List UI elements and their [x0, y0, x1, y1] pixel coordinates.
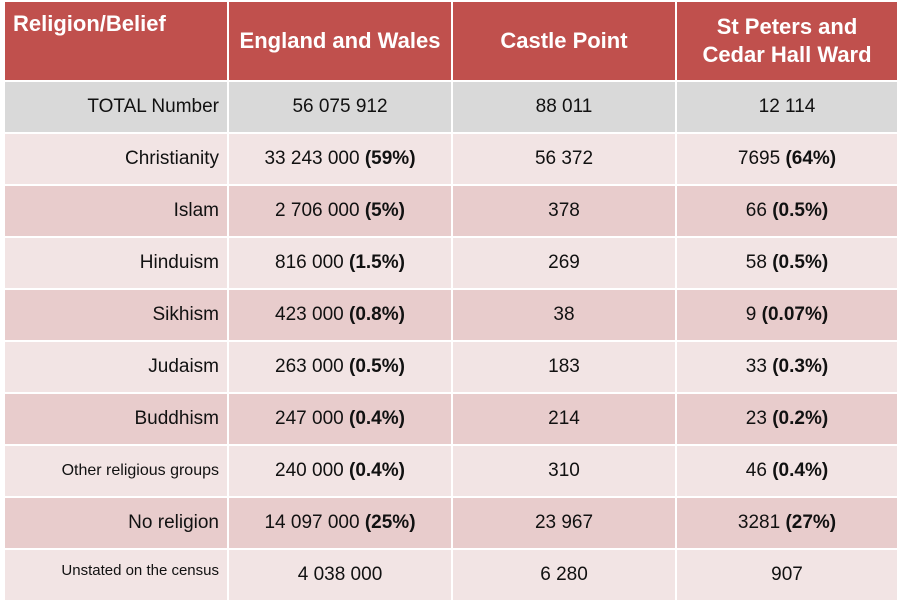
row-label: Hinduism	[3, 236, 229, 290]
cell-ward: 907	[675, 548, 899, 602]
value-number: 33	[745, 356, 767, 377]
value-number: 263 000	[275, 356, 344, 377]
value-percent: (0.5%)	[349, 356, 405, 377]
cell-england-wales: 247 000 (0.4%)	[227, 392, 453, 446]
cell-castle-point: 6 280	[451, 548, 677, 602]
value-percent: (0.2%)	[772, 408, 829, 429]
cell-england-wales: 4 038 000	[227, 548, 453, 602]
cell-england-wales: 2 706 000 (5%)	[227, 184, 453, 238]
value-percent: (5%)	[364, 200, 405, 221]
cell-castle-point: 378	[451, 184, 677, 238]
cell-castle-point: 56 372	[451, 132, 677, 186]
cell-ward: 33 (0.3%)	[675, 340, 899, 394]
table-row: Other religious groups 240 000 (0.4%) 31…	[3, 444, 899, 498]
cell-ward: 7695 (64%)	[675, 132, 899, 186]
cell-england-wales: 423 000 (0.8%)	[227, 288, 453, 342]
value-number: 3281	[737, 512, 781, 533]
table-row: No religion 14 097 000 (25%) 23 967 3281…	[3, 496, 899, 550]
value-number: 423 000	[275, 304, 344, 325]
row-label: Judaism	[3, 340, 229, 394]
value-percent: (59%)	[364, 148, 416, 169]
cell-england-wales: 33 243 000 (59%)	[227, 132, 453, 186]
value-number: 240 000	[275, 460, 344, 481]
table-row-total: TOTAL Number 56 075 912 88 011 12 114	[3, 80, 899, 134]
value-number: 12 114	[758, 96, 816, 117]
cell-england-wales: 240 000 (0.4%)	[227, 444, 453, 498]
row-label: Sikhism	[3, 288, 229, 342]
cell-ward: 9 (0.07%)	[675, 288, 899, 342]
value-number: 816 000	[275, 252, 344, 273]
cell-ward: 58 (0.5%)	[675, 236, 899, 290]
census-religion-table: Religion/Belief England and Wales Castle…	[3, 0, 899, 602]
row-label: Other religious groups	[3, 444, 229, 498]
value-percent: (0.5%)	[772, 200, 829, 221]
value-percent: (0.4%)	[349, 460, 405, 481]
cell-england-wales: 816 000 (1.5%)	[227, 236, 453, 290]
table-row: Islam 2 706 000 (5%) 378 66 (0.5%)	[3, 184, 899, 238]
cell-castle-point: 269	[451, 236, 677, 290]
value-number: 907	[771, 564, 803, 585]
value-number: 7695	[737, 148, 781, 169]
value-number: 56 075 912	[292, 96, 388, 117]
value-percent: (0.4%)	[772, 460, 829, 481]
table-row: Christianity 33 243 000 (59%) 56 372 769…	[3, 132, 899, 186]
cell-ward: 66 (0.5%)	[675, 184, 899, 238]
value-percent: (0.8%)	[349, 304, 405, 325]
cell-castle-point: 214	[451, 392, 677, 446]
value-percent: (27%)	[785, 512, 837, 533]
value-number: 33 243 000	[264, 148, 360, 169]
value-percent: (0.07%)	[761, 304, 829, 325]
row-label: Christianity	[3, 132, 229, 186]
table-row: Buddhism 247 000 (0.4%) 214 23 (0.2%)	[3, 392, 899, 446]
cell-castle-point: 310	[451, 444, 677, 498]
cell-ward: 12 114	[675, 80, 899, 134]
header-religion-belief: Religion/Belief	[3, 0, 229, 82]
value-number: 66	[745, 200, 767, 221]
cell-ward: 3281 (27%)	[675, 496, 899, 550]
table-header-row: Religion/Belief England and Wales Castle…	[3, 0, 899, 82]
header-england-wales: England and Wales	[227, 0, 453, 82]
value-percent: (64%)	[785, 148, 837, 169]
value-percent: (1.5%)	[349, 252, 405, 273]
cell-england-wales: 56 075 912	[227, 80, 453, 134]
cell-castle-point: 88 011	[451, 80, 677, 134]
value-number: 46	[745, 460, 767, 481]
value-number: 14 097 000	[264, 512, 360, 533]
row-label: TOTAL Number	[3, 80, 229, 134]
value-number: 2 706 000	[275, 200, 360, 221]
cell-castle-point: 38	[451, 288, 677, 342]
value-number: 23	[745, 408, 767, 429]
cell-ward: 46 (0.4%)	[675, 444, 899, 498]
value-percent: (0.3%)	[772, 356, 829, 377]
row-label: No religion	[3, 496, 229, 550]
row-label: Buddhism	[3, 392, 229, 446]
table-row: Unstated on the census 4 038 000 6 280 9…	[3, 548, 899, 602]
value-percent: (25%)	[364, 512, 416, 533]
cell-castle-point: 23 967	[451, 496, 677, 550]
header-castle-point: Castle Point	[451, 0, 677, 82]
table-row: Judaism 263 000 (0.5%) 183 33 (0.3%)	[3, 340, 899, 394]
value-number: 9	[745, 304, 757, 325]
row-label: Islam	[3, 184, 229, 238]
cell-castle-point: 183	[451, 340, 677, 394]
value-number: 247 000	[275, 408, 344, 429]
table-row: Hinduism 816 000 (1.5%) 269 58 (0.5%)	[3, 236, 899, 290]
value-percent: (0.4%)	[349, 408, 405, 429]
value-percent: (0.5%)	[772, 252, 829, 273]
value-number: 4 038 000	[297, 564, 383, 585]
cell-ward: 23 (0.2%)	[675, 392, 899, 446]
row-label: Unstated on the census	[3, 548, 229, 602]
cell-england-wales: 14 097 000 (25%)	[227, 496, 453, 550]
table-row: Sikhism 423 000 (0.8%) 38 9 (0.07%)	[3, 288, 899, 342]
value-number: 58	[745, 252, 767, 273]
header-ward: St Peters and Cedar Hall Ward	[675, 0, 899, 82]
cell-england-wales: 263 000 (0.5%)	[227, 340, 453, 394]
